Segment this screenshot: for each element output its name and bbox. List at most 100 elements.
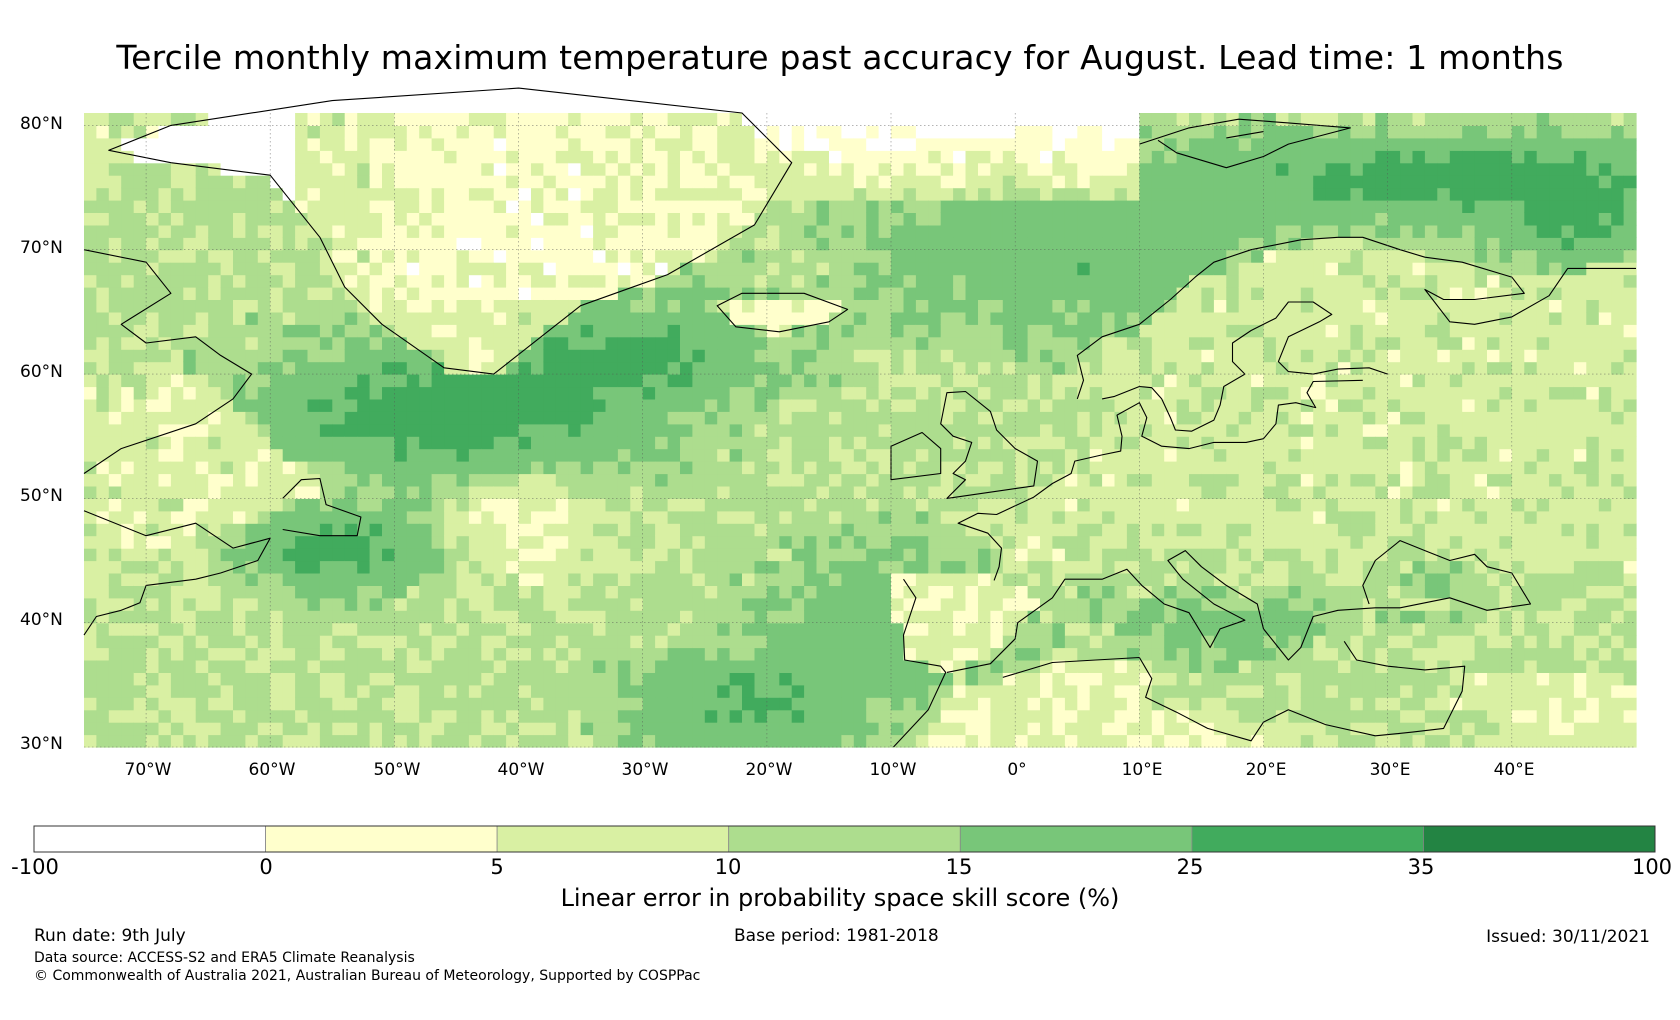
skill-cell [829,200,842,213]
skill-cell [481,311,495,325]
skill-cell [717,560,731,574]
skill-cell [493,523,507,537]
skill-cell [307,398,321,412]
skill-cell [170,722,184,736]
skill-cell [1263,510,1277,524]
skill-cell [1052,560,1066,574]
skill-cell [978,349,991,363]
skill-cell [468,622,482,636]
skill-cell [1040,573,1053,586]
skill-cell [1226,523,1240,537]
skill-cell [742,560,755,574]
skill-cell [1226,448,1240,462]
skill-cell [518,411,532,425]
skill-cell [96,436,110,450]
skill-cell [481,125,495,139]
skill-cell [866,200,880,213]
skill-cell [667,734,681,748]
skill-cell [84,560,97,574]
skill-cell [804,722,818,736]
skill-cell [766,125,780,139]
skill-cell [1263,374,1277,388]
skill-cell [518,224,532,238]
skill-cell [642,137,656,151]
skill-cell [270,684,284,698]
skill-cell [829,660,842,673]
skill-cell [518,660,532,673]
skill-cell [195,175,209,189]
skill-cell [1213,137,1227,151]
skill-cell [468,162,482,176]
skill-cell [1040,299,1053,313]
skill-cell [642,672,656,686]
skill-cell [431,647,445,661]
skill-cell [816,722,830,736]
skill-cell [444,398,458,412]
skill-cell [1102,560,1116,574]
skill-cell [444,262,458,276]
skill-cell [1002,411,1016,425]
skill-cell [332,249,346,263]
skill-cell [903,349,917,363]
skill-cell [617,560,631,574]
skill-cell [1176,473,1190,487]
skill-cell [866,448,880,462]
skill-cell [456,535,470,549]
skill-cell [257,585,271,599]
skill-cell [1164,287,1178,300]
skill-cell [655,386,669,400]
skill-cell [456,361,470,375]
skill-cell [555,485,569,499]
skill-cell [617,734,631,748]
skill-cell [605,187,619,201]
skill-cell [319,523,333,537]
skill-cell [1213,311,1227,325]
skill-cell [493,635,507,649]
skill-cell [866,722,880,736]
skill-cell [568,535,582,549]
skill-cell [319,510,333,524]
skill-cell [617,175,631,189]
skill-cell [568,274,582,288]
skill-cell [96,200,110,213]
skill-cell [617,448,631,462]
skill-field [84,113,1637,748]
skill-cell [382,722,395,736]
skill-cell [1189,448,1202,462]
skill-cell [431,585,445,599]
skill-cell [531,684,544,698]
skill-cell [729,734,743,748]
skill-cell [481,622,495,636]
skill-cell [394,684,408,698]
skill-cell [667,262,681,276]
skill-cell [170,237,184,251]
skill-cell [195,374,209,388]
skill-cell [928,336,942,350]
skill-cell [270,585,284,599]
skill-cell [481,436,495,450]
skill-cell [568,200,582,213]
skill-cell [816,485,830,499]
skill-cell [121,722,135,736]
skill-cell [1064,535,1078,549]
skill-cell [704,560,718,574]
skill-cell [1164,722,1178,736]
skill-cell [915,610,929,624]
skill-cell [158,262,172,276]
skill-cell [431,498,445,512]
skill-cell [1201,734,1215,748]
skill-cell [878,535,892,549]
skill-cell [580,660,594,673]
skill-cell [245,585,259,599]
skill-cell [121,262,135,276]
skill-cell [233,622,246,636]
skill-cell [481,237,495,251]
skill-cell [940,461,954,475]
skill-cell [704,175,718,189]
skill-cell [357,548,371,562]
skill-cell [84,398,97,412]
skill-cell [965,684,979,698]
skill-cell [878,672,892,686]
skill-cell [233,150,246,164]
skill-cell [729,237,743,251]
